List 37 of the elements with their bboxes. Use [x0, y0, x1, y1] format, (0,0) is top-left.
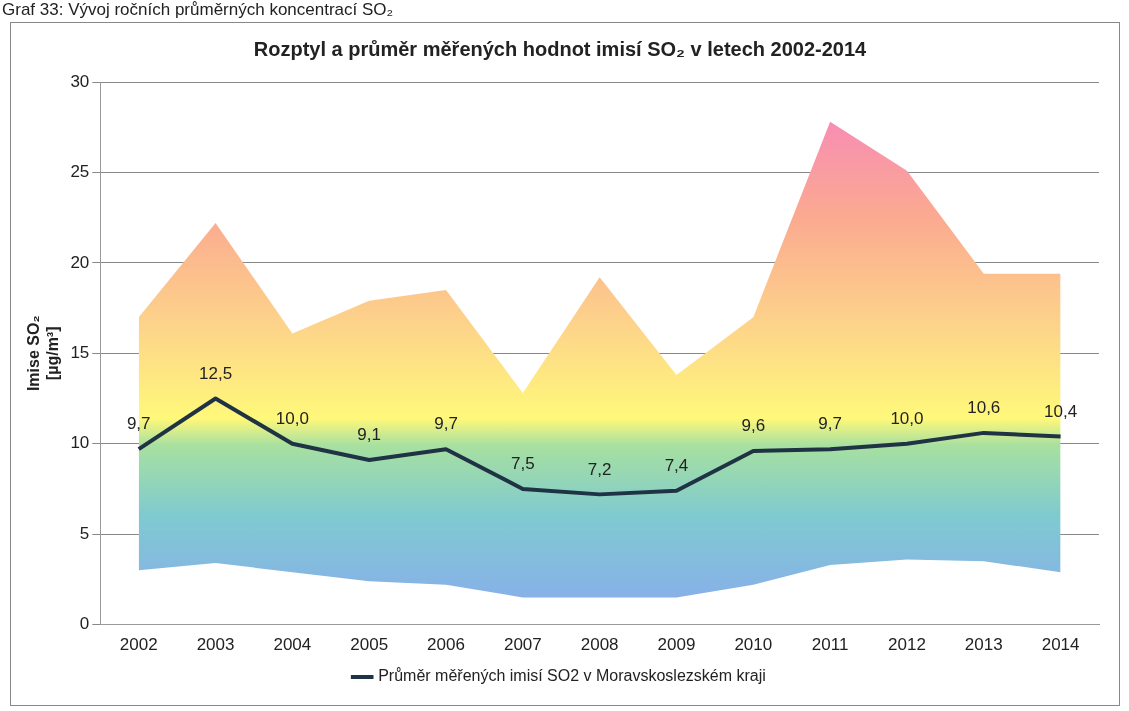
x-tick-label: 2006: [427, 635, 465, 655]
x-tick-label: 2012: [888, 635, 926, 655]
data-label: 9,7: [434, 414, 458, 434]
y-axis-title: Imise SO₂ [µg/m³]: [25, 315, 62, 392]
data-label: 7,5: [511, 454, 535, 474]
y-tick-label: 20: [70, 252, 90, 272]
x-tick-label: 2003: [196, 635, 235, 655]
data-label: 10,6: [967, 398, 1001, 418]
data-label: 10,0: [275, 408, 309, 428]
x-tick-label: 2007: [503, 635, 542, 655]
chart-title: Rozptyl a průměr měřených hodnot imisí SO₂ v letech 2002-2014: [253, 37, 868, 60]
y-tick-label: 5: [79, 523, 90, 543]
x-tick-label: 2010: [734, 635, 773, 655]
x-tick-label: 2004: [273, 635, 312, 655]
y-tick-label: 30: [70, 71, 90, 91]
y-tick-label: 10: [70, 433, 90, 453]
y-tick-label: 25: [70, 162, 90, 182]
data-label: 7,4: [664, 455, 689, 475]
x-tick-label: 2002: [119, 635, 158, 655]
data-label: 7,2: [587, 459, 612, 479]
legend-label: Průměr měřených imisí SO2 v Moravskoslezském kraji: [378, 667, 766, 685]
data-label: 9,7: [818, 414, 842, 434]
x-tick-label: 2005: [350, 635, 389, 655]
x-tick-label: 2009: [657, 635, 696, 655]
data-label: 9,1: [357, 425, 382, 445]
x-tick-label: 2011: [811, 635, 849, 655]
y-tick-label: 15: [70, 342, 90, 362]
data-label: 9,6: [741, 416, 766, 436]
data-label: 10,4: [1044, 401, 1078, 421]
data-label: 9,7: [126, 414, 151, 434]
x-tick-label: 2013: [964, 635, 1003, 655]
x-tick-label: 2014: [1041, 635, 1080, 655]
data-label: 10,0: [890, 408, 924, 428]
data-label: 12,5: [199, 363, 233, 383]
y-tick-label: 0: [79, 614, 90, 634]
x-tick-label: 2008: [580, 635, 619, 655]
text: Graf 33: Vývoj ročních průměrných koncentrací SO₂: [2, 0, 394, 20]
